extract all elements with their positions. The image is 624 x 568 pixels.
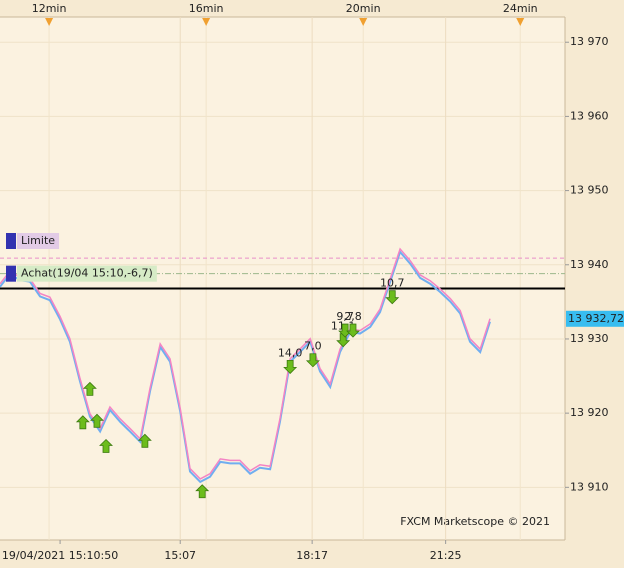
- trade-label: 2,8: [344, 310, 362, 323]
- level-label: Achat(19/04 15:10,-6,7): [21, 267, 153, 280]
- y-tick-label: 13 920: [570, 406, 609, 419]
- x2-tick-label: 15:07: [164, 549, 196, 562]
- y-tick-label: 13 910: [570, 480, 609, 493]
- trade-arrow: [75, 415, 90, 430]
- level-marker: [6, 233, 16, 249]
- x-tick: [516, 18, 525, 26]
- last-price-label: 13 932,72: [568, 312, 624, 325]
- trade-label: 7,0: [304, 340, 322, 353]
- x2-tick-label: 19/04/2021 15:10:50: [2, 549, 118, 562]
- y-tick-label: 13 940: [570, 258, 609, 271]
- x-tick-label: 24min: [503, 2, 538, 15]
- y-tick-label: 13 930: [570, 332, 609, 345]
- trade-label: 10,7: [380, 277, 405, 290]
- price-line-ask: [0, 247, 491, 480]
- level-label-box: [17, 233, 60, 249]
- last-price-box: [566, 310, 624, 327]
- price-line: [0, 249, 491, 484]
- trade-arrow: [305, 353, 320, 368]
- trade-arrow: [195, 484, 210, 499]
- y-tick-label: 13 970: [570, 35, 609, 48]
- watermark: FXCM Marketscope © 2021: [400, 515, 550, 528]
- level-label: Limite: [21, 234, 55, 247]
- trade-arrow: [82, 381, 97, 396]
- trade-arrow: [99, 438, 113, 453]
- trade-arrow: [137, 433, 152, 448]
- level-marker: [6, 265, 16, 282]
- trade-arrow: [90, 413, 104, 428]
- level-label-box: [17, 265, 157, 282]
- x-tick-label: 16min: [189, 2, 224, 15]
- x-tick: [359, 18, 368, 26]
- x2-tick-label: 18:17: [296, 549, 328, 562]
- x-tick: [45, 18, 54, 26]
- trade-arrow: [283, 360, 298, 374]
- y-tick-label: 13 960: [570, 109, 609, 122]
- x-tick-label: 12min: [32, 2, 67, 15]
- y-tick-label: 13 950: [570, 184, 609, 197]
- trade-arrow: [385, 290, 400, 305]
- x-tick: [202, 18, 211, 26]
- trade-label: 9,7: [336, 310, 354, 323]
- trade-label: 14,0: [278, 346, 303, 359]
- trade-arrow: [346, 323, 360, 338]
- x2-tick-label: 21:25: [430, 549, 462, 562]
- x-tick-label: 20min: [346, 2, 381, 15]
